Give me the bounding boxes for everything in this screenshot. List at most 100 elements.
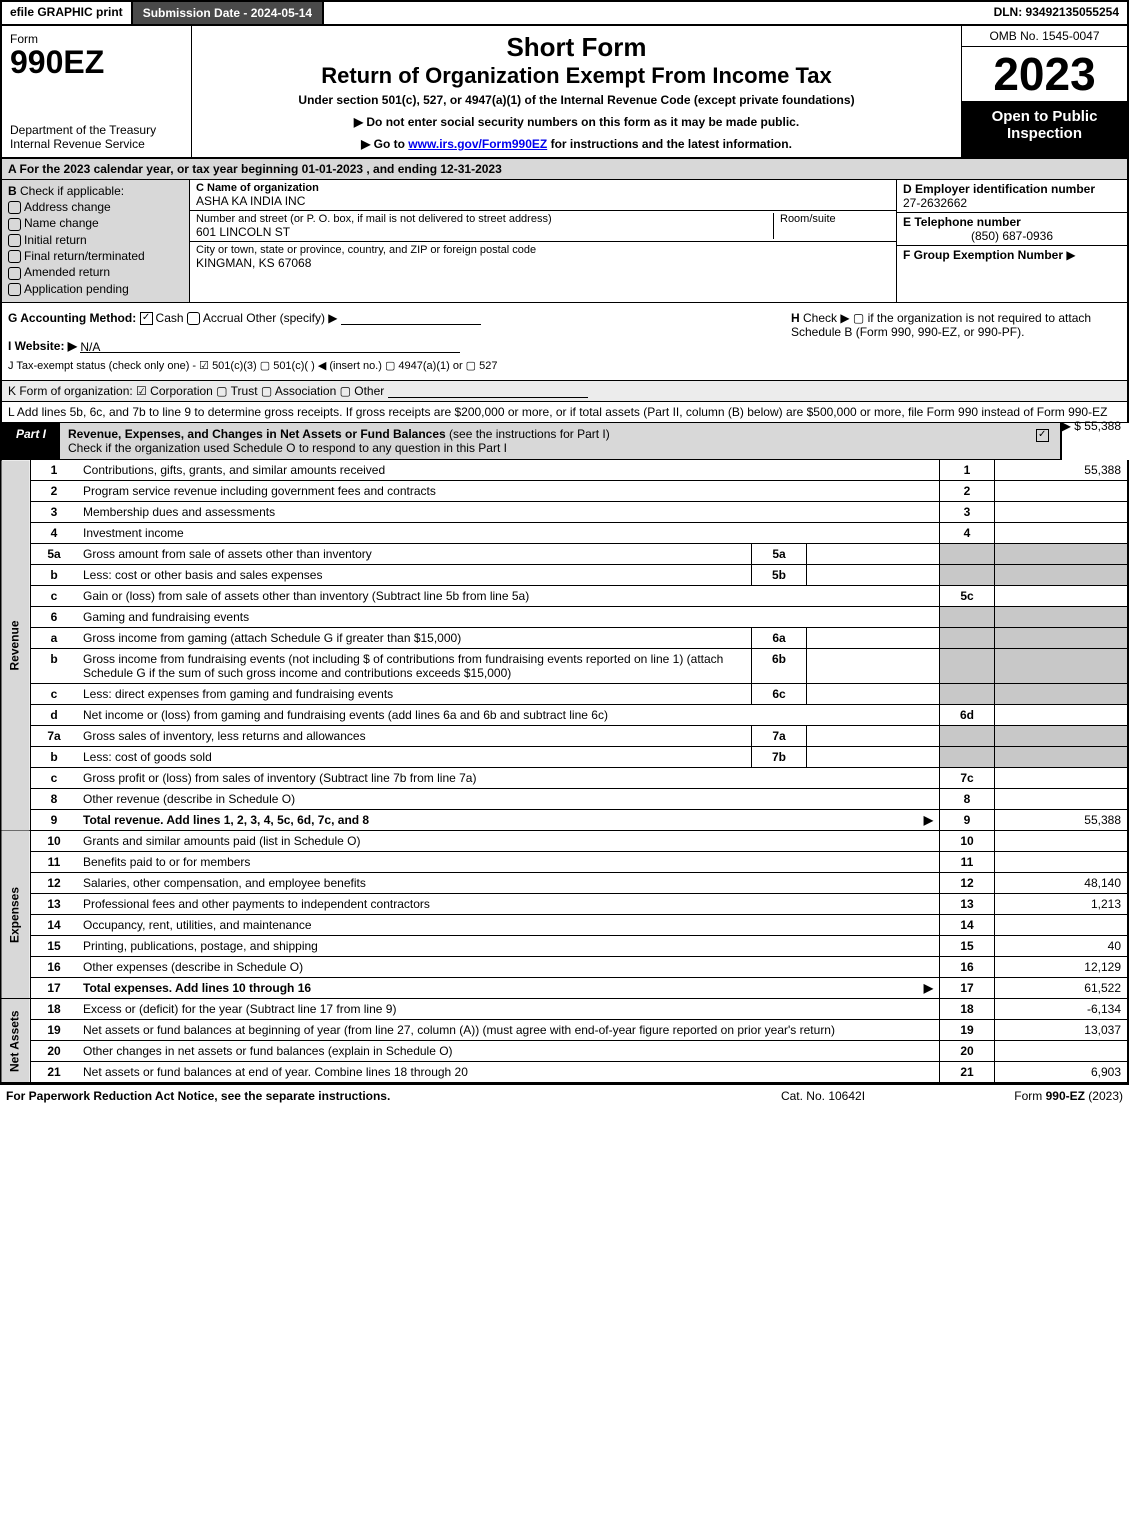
chk-app-pending[interactable]: Application pending xyxy=(8,282,183,296)
part-1-table: Revenue1Contributions, gifts, grants, an… xyxy=(0,460,1129,1083)
line-row: 4Investment income4 xyxy=(1,523,1128,544)
inner-line-value xyxy=(807,726,940,747)
inner-line-code: 7b xyxy=(752,747,807,768)
chk-name-change[interactable]: Name change xyxy=(8,216,183,230)
outer-line-value: 55,388 xyxy=(995,460,1129,481)
outer-line-value: 61,522 xyxy=(995,978,1129,999)
line-row: 16Other expenses (describe in Schedule O… xyxy=(1,957,1128,978)
row-l: L Add lines 5b, 6c, and 7b to line 9 to … xyxy=(0,402,1129,423)
line-number: 20 xyxy=(31,1041,78,1062)
goto-post: for instructions and the latest informat… xyxy=(547,137,792,151)
form-number: 990EZ xyxy=(10,46,185,78)
line-description: Net income or (loss) from gaming and fun… xyxy=(77,705,940,726)
line-number: 13 xyxy=(31,894,78,915)
line-description: Total expenses. Add lines 10 through 16 … xyxy=(77,978,940,999)
chk-final-return[interactable]: Final return/terminated xyxy=(8,249,183,263)
outer-line-value xyxy=(995,684,1129,705)
outer-line-code: 7c xyxy=(940,768,995,789)
h-text: Check ▶ ▢ if the organization is not req… xyxy=(791,311,1091,339)
section-d-e-f: D Employer identification number 27-2632… xyxy=(897,180,1127,302)
line-description: Occupancy, rent, utilities, and maintena… xyxy=(77,915,940,936)
line-row: Expenses10Grants and similar amounts pai… xyxy=(1,831,1128,852)
street-label: Number and street (or P. O. box, if mail… xyxy=(196,213,773,225)
line-number: 11 xyxy=(31,852,78,873)
part-1-checkbox[interactable]: ✓ xyxy=(1028,423,1060,459)
inner-line-value xyxy=(807,628,940,649)
outer-line-code: 8 xyxy=(940,789,995,810)
other-org-field[interactable] xyxy=(388,385,588,398)
outer-line-value xyxy=(995,586,1129,607)
outer-line-code: 2 xyxy=(940,481,995,502)
outer-line-code: 18 xyxy=(940,999,995,1020)
inner-line-code: 6b xyxy=(752,649,807,684)
line-number: b xyxy=(31,649,78,684)
footer-form-post: (2023) xyxy=(1085,1089,1123,1103)
line-row: aGross income from gaming (attach Schedu… xyxy=(1,628,1128,649)
inner-line-code: 5a xyxy=(752,544,807,565)
chk-cash[interactable]: ✓ xyxy=(140,312,153,325)
line-number: c xyxy=(31,684,78,705)
outer-line-value: 12,129 xyxy=(995,957,1129,978)
inner-line-code: 5b xyxy=(752,565,807,586)
goto-text: ▶ Go to www.irs.gov/Form990EZ for instru… xyxy=(202,137,951,151)
arrow-icon: ▶ xyxy=(924,813,933,827)
line-description: Gross income from fundraising events (no… xyxy=(77,649,752,684)
row-l-arrow: ▶ $ xyxy=(1062,419,1081,433)
line-description: Grants and similar amounts paid (list in… xyxy=(77,831,940,852)
outer-line-value xyxy=(995,705,1129,726)
line-description: Contributions, gifts, grants, and simila… xyxy=(77,460,940,481)
form-footer-ref: Form 990-EZ (2023) xyxy=(923,1089,1123,1103)
row-k: K Form of organization: ☑ Corporation ▢ … xyxy=(0,381,1129,402)
g-label: G Accounting Method: xyxy=(8,311,136,325)
outer-line-value xyxy=(995,607,1129,628)
line-number: 5a xyxy=(31,544,78,565)
line-row: 17Total expenses. Add lines 10 through 1… xyxy=(1,978,1128,999)
line-number: 21 xyxy=(31,1062,78,1083)
footer-form-pre: Form xyxy=(1014,1089,1045,1103)
line-row: 12Salaries, other compensation, and empl… xyxy=(1,873,1128,894)
line-row: 13Professional fees and other payments t… xyxy=(1,894,1128,915)
line-row: 9Total revenue. Add lines 1, 2, 3, 4, 5c… xyxy=(1,810,1128,831)
goto-link[interactable]: www.irs.gov/Form990EZ xyxy=(408,137,547,151)
chk-amended-return[interactable]: Amended return xyxy=(8,265,183,279)
line-row: 19Net assets or fund balances at beginni… xyxy=(1,1020,1128,1041)
other-specify-field[interactable] xyxy=(341,312,481,325)
row-k-text: K Form of organization: ☑ Corporation ▢ … xyxy=(8,384,384,398)
outer-line-value xyxy=(995,523,1129,544)
outer-line-value xyxy=(995,852,1129,873)
chk-accrual[interactable] xyxy=(187,312,200,325)
line-number: 16 xyxy=(31,957,78,978)
h-section: H Check ▶ ▢ if the organization is not r… xyxy=(785,303,1127,380)
part-1-subtitle: Check if the organization used Schedule … xyxy=(68,441,507,455)
header-right: OMB No. 1545-0047 2023 Open to Public In… xyxy=(961,26,1127,157)
tax-year: 2023 xyxy=(962,47,1127,102)
org-name: ASHA KA INDIA INC xyxy=(196,194,890,208)
outer-line-value xyxy=(995,481,1129,502)
inner-line-value xyxy=(807,544,940,565)
arrow-icon: ▶ xyxy=(924,981,933,995)
form-header: Form 990EZ Department of the Treasury In… xyxy=(0,26,1129,159)
line-number: b xyxy=(31,747,78,768)
outer-line-value xyxy=(995,831,1129,852)
line-row: bLess: cost or other basis and sales exp… xyxy=(1,565,1128,586)
i-prefix: I Website: ▶ xyxy=(8,339,77,353)
section-side-label: Revenue xyxy=(1,460,31,831)
line-description: Gross profit or (loss) from sales of inv… xyxy=(77,768,940,789)
chk-address-change[interactable]: Address change xyxy=(8,200,183,214)
street-value: 601 LINCOLN ST xyxy=(196,225,773,239)
line-row: 14Occupancy, rent, utilities, and mainte… xyxy=(1,915,1128,936)
part-1-title-rest: (see the instructions for Part I) xyxy=(446,427,610,441)
outer-line-code: 4 xyxy=(940,523,995,544)
ein-value: 27-2632662 xyxy=(903,196,1121,210)
chk-initial-return[interactable]: Initial return xyxy=(8,233,183,247)
outer-line-code xyxy=(940,726,995,747)
line-description: Printing, publications, postage, and shi… xyxy=(77,936,940,957)
outer-line-code xyxy=(940,565,995,586)
inner-line-code: 6c xyxy=(752,684,807,705)
outer-line-code: 5c xyxy=(940,586,995,607)
outer-line-code xyxy=(940,684,995,705)
outer-line-value: -6,134 xyxy=(995,999,1129,1020)
outer-line-value xyxy=(995,544,1129,565)
line-number: 6 xyxy=(31,607,78,628)
outer-line-value xyxy=(995,915,1129,936)
